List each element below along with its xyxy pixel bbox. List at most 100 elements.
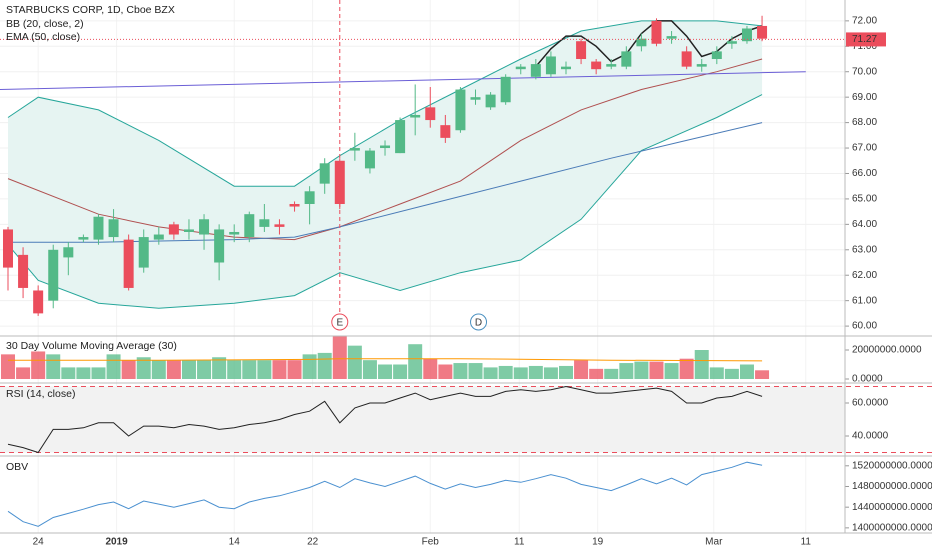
volume-bar <box>242 360 257 379</box>
volume-bar <box>634 361 649 379</box>
volume-bar <box>694 350 709 379</box>
volume-bar <box>257 360 272 379</box>
y-tick-label: 72.00 <box>852 15 877 26</box>
candle-body <box>289 204 300 207</box>
volume-bar <box>724 368 739 379</box>
volume-bar <box>166 360 181 379</box>
band-fill <box>7 20 763 309</box>
candle-body <box>244 214 255 238</box>
y-tick-label: 1400000000.0000 <box>852 523 932 534</box>
volume-bar <box>227 360 242 379</box>
volume-bar <box>709 367 724 379</box>
candle-body <box>33 290 44 314</box>
candle-body <box>455 89 466 131</box>
candle-body <box>515 66 526 70</box>
volume-bar <box>574 360 589 379</box>
candle-body <box>545 56 556 75</box>
volume-bar <box>91 367 106 379</box>
volume-bar <box>438 364 453 379</box>
pane-title: RSI (14, close) <box>6 388 75 400</box>
volume-bar <box>558 365 573 379</box>
candle-body <box>651 20 662 44</box>
volume-bar <box>76 367 91 379</box>
event-marker <box>470 313 488 331</box>
volume-bar <box>739 364 754 379</box>
volume-bar <box>755 370 770 379</box>
x-tick-label: 2019 <box>105 537 128 548</box>
y-tick-label: 40.0000 <box>852 431 889 442</box>
volume-bar <box>302 354 317 379</box>
x-tick-label: 22 <box>307 537 319 548</box>
y-tick-label: 69.00 <box>852 92 877 103</box>
volume-bar <box>16 367 31 379</box>
candle-body <box>470 97 481 100</box>
volume-bar <box>332 335 347 379</box>
last-price-box <box>846 32 886 47</box>
candle-body <box>2 229 13 268</box>
y-tick-label: 71.00 <box>852 41 877 52</box>
y-tick-label: 60.00 <box>852 321 877 332</box>
volume-bar <box>31 351 46 379</box>
volume-bar <box>378 364 393 379</box>
candle-body <box>410 114 421 118</box>
x-tick-label: Feb <box>422 537 440 548</box>
candle-body <box>138 237 149 268</box>
candle-body <box>18 254 29 288</box>
candle-body <box>395 120 406 154</box>
candle-body <box>380 145 391 149</box>
volume-bar <box>121 360 136 379</box>
candle-body <box>48 249 59 301</box>
y-tick-label: 20000000.0000 <box>852 345 922 356</box>
candle-body <box>726 41 737 44</box>
volume-bar <box>619 363 634 379</box>
candle-body <box>681 51 692 67</box>
overlay-line <box>535 20 763 68</box>
candle-body <box>274 224 285 227</box>
volume-bar <box>664 363 679 379</box>
candle-body <box>576 41 587 60</box>
volume-bar <box>528 365 543 379</box>
volume-bar <box>498 365 513 379</box>
candle-body <box>364 150 375 169</box>
candle-body <box>425 107 436 121</box>
x-tick-label: 19 <box>592 537 604 548</box>
candle-body <box>711 51 722 60</box>
y-tick-label: 65.00 <box>852 194 877 205</box>
volume-bar <box>393 364 408 379</box>
y-tick-label: 70.00 <box>852 66 877 77</box>
candle-body <box>621 51 632 67</box>
candle-body <box>123 239 134 288</box>
candle-body <box>78 237 89 240</box>
y-tick-label: 0.0000 <box>852 374 883 385</box>
legend-entry: EMA (50, close) <box>6 31 80 43</box>
x-tick-label: 11 <box>801 537 812 548</box>
volume-bar <box>543 367 558 379</box>
candle-body <box>606 64 617 67</box>
event-label: D <box>475 318 482 329</box>
y-tick-label: 66.00 <box>852 168 877 179</box>
volume-bar <box>0 354 15 379</box>
volume-bar <box>197 360 212 379</box>
candle-body <box>757 25 768 39</box>
candle-body <box>229 231 240 235</box>
volume-bar <box>317 352 332 379</box>
symbol-title: STARBUCKS CORP, 1D, Cboe BZX <box>6 4 175 16</box>
y-tick-label: 62.00 <box>852 270 877 281</box>
volume-bar <box>604 368 619 379</box>
candle-body <box>108 219 119 238</box>
candle-body <box>183 229 194 232</box>
y-tick-label: 61.00 <box>852 295 877 306</box>
band-upper <box>7 20 763 187</box>
volume-bar <box>589 368 604 379</box>
volume-bar <box>106 354 121 379</box>
volume-bar <box>287 360 302 379</box>
candle-body <box>304 191 315 205</box>
candle-body <box>153 234 164 240</box>
event-marker <box>331 313 349 331</box>
volume-bar <box>136 357 151 379</box>
candle-body <box>591 61 602 70</box>
candle-body <box>696 64 707 67</box>
band-lower <box>7 94 763 309</box>
